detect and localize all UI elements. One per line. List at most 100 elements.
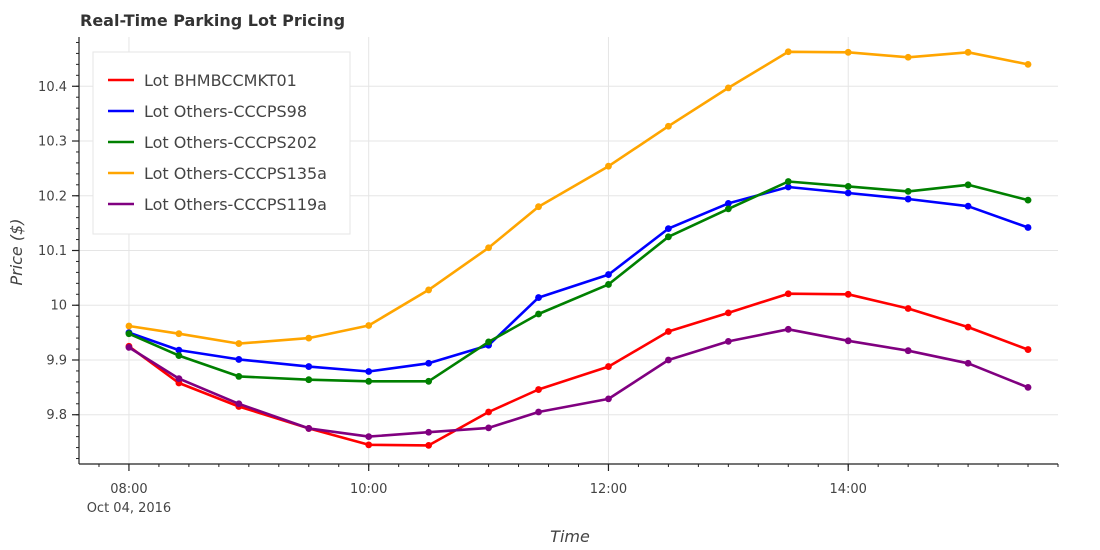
legend-box xyxy=(92,51,351,235)
series-line xyxy=(128,180,1029,383)
data-point xyxy=(605,162,612,170)
data-point xyxy=(784,178,792,185)
legend: Lot BHMBCCMKT01 Lot Others-CCCPS98 Lot Oth… xyxy=(92,51,351,235)
y-tick-label: 10.4 xyxy=(38,80,67,95)
data-point xyxy=(175,346,183,354)
data-point xyxy=(365,433,373,441)
data-point xyxy=(844,48,852,56)
data-point xyxy=(425,377,433,385)
legend-label: Lot BHMBCCMKT01 xyxy=(144,71,297,90)
data-point xyxy=(724,205,732,213)
series-0 xyxy=(125,290,1032,449)
data-point xyxy=(664,122,672,130)
series-line xyxy=(128,327,1029,438)
data-point xyxy=(664,225,672,233)
data-point xyxy=(425,286,433,294)
data-point xyxy=(964,323,972,331)
data-point xyxy=(784,325,792,333)
data-point xyxy=(904,347,912,355)
data-point xyxy=(305,363,313,370)
data-point xyxy=(605,281,612,288)
y-tick-label: 10.3 xyxy=(38,135,67,150)
data-point xyxy=(964,181,972,189)
data-point xyxy=(535,203,542,211)
data-point xyxy=(904,305,912,312)
data-point xyxy=(1024,383,1032,391)
data-point xyxy=(485,408,492,416)
data-point xyxy=(175,330,183,338)
data-point xyxy=(784,290,792,298)
series-layer xyxy=(125,48,1032,449)
y-tick-label: 9.9 xyxy=(46,353,67,368)
legend-label: Lot Others-CCCPS98 xyxy=(144,102,307,121)
data-point xyxy=(605,363,612,370)
x-tick-label: 14:00 xyxy=(829,482,866,497)
series-2 xyxy=(125,178,1032,385)
data-point xyxy=(844,189,852,197)
data-point xyxy=(535,408,542,416)
x-tick-label: 12:00 xyxy=(590,482,627,497)
series-4 xyxy=(125,325,1032,441)
data-point xyxy=(964,359,972,367)
data-point xyxy=(125,330,133,338)
data-point xyxy=(235,373,243,380)
x-tick-label: 10:00 xyxy=(350,482,387,497)
data-point xyxy=(535,294,542,301)
data-point xyxy=(125,343,133,351)
data-point xyxy=(125,322,133,330)
data-point xyxy=(175,375,183,382)
data-point xyxy=(1024,196,1032,204)
data-point xyxy=(485,338,492,346)
data-point xyxy=(605,395,612,403)
data-point xyxy=(365,377,373,385)
x-axis-label: Time xyxy=(550,527,590,546)
data-point xyxy=(844,183,852,190)
data-point xyxy=(664,328,672,335)
data-point xyxy=(664,356,672,364)
x-tick-date-label: Oct 04, 2016 xyxy=(87,501,172,516)
data-point xyxy=(235,340,243,347)
axes: 9.8 9.9 10 10.1 10.2 10.3 10.4 08:00 Oct 04, 201… xyxy=(38,37,1059,516)
data-point xyxy=(305,334,313,342)
data-point xyxy=(235,356,243,363)
data-point xyxy=(425,441,433,449)
data-point xyxy=(365,368,373,375)
data-point xyxy=(425,428,433,436)
data-point xyxy=(904,187,912,195)
data-point xyxy=(724,84,732,92)
legend-label: Lot Others-CCCPS202 xyxy=(144,133,317,152)
data-point xyxy=(235,400,243,408)
data-point xyxy=(964,48,972,56)
data-point xyxy=(305,376,313,384)
y-tick-label: 10.1 xyxy=(38,244,67,259)
data-point xyxy=(904,53,912,61)
data-point xyxy=(1024,60,1032,68)
data-point xyxy=(425,359,433,367)
data-point xyxy=(724,337,732,345)
data-point xyxy=(964,202,972,210)
series-line xyxy=(128,50,1029,345)
legend-label: Lot Others-CCCPS135a xyxy=(144,164,327,183)
data-point xyxy=(784,183,792,191)
data-point xyxy=(535,310,542,318)
data-point xyxy=(485,424,492,432)
data-point xyxy=(305,425,313,432)
data-point xyxy=(844,337,852,345)
data-point xyxy=(485,244,492,252)
data-point xyxy=(1024,346,1032,353)
data-point xyxy=(844,290,852,298)
data-point xyxy=(365,441,373,449)
y-tick-label: 9.8 xyxy=(46,408,67,423)
data-point xyxy=(535,386,542,393)
y-tick-label: 10.2 xyxy=(38,189,67,204)
data-point xyxy=(605,271,612,278)
y-axis-label: Price ($) xyxy=(7,218,26,285)
series-line xyxy=(128,185,1029,373)
series-1 xyxy=(125,183,1032,375)
data-point xyxy=(784,48,792,56)
legend-label: Lot Others-CCCPS119a xyxy=(144,195,327,214)
data-point xyxy=(724,309,732,317)
data-point xyxy=(1024,224,1032,231)
series-3 xyxy=(125,48,1032,347)
